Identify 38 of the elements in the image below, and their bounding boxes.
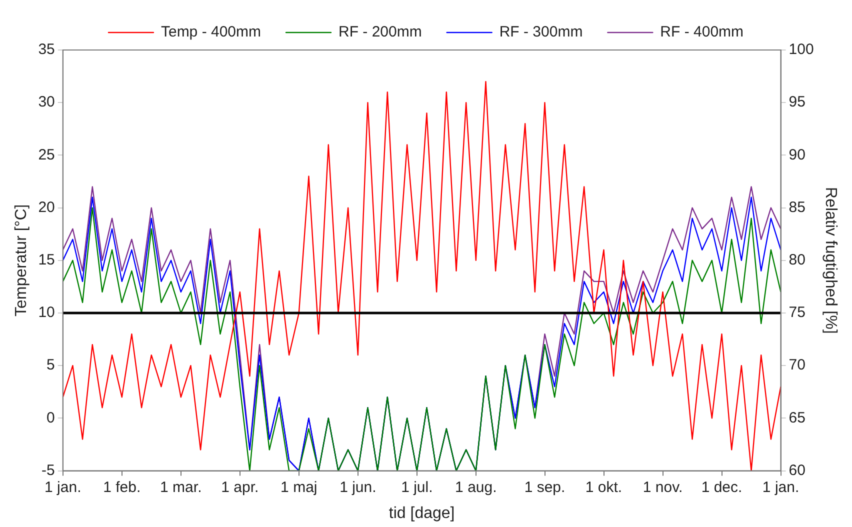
- y2-tick-label: 70: [788, 356, 806, 374]
- legend-label: RF - 300mm: [499, 24, 583, 41]
- x-tick-label: 1 sep.: [524, 478, 566, 496]
- y2-tick-label: 80: [788, 252, 806, 269]
- x-tick-label: 1 nov.: [642, 478, 683, 496]
- y2-tick-label: 95: [788, 94, 806, 111]
- x-tick-label: 1 jun.: [340, 478, 376, 496]
- x-tick-label: 1 apr.: [221, 478, 259, 496]
- x-tick-label: 1 jan.: [44, 478, 82, 496]
- x-tick-label: 1 jul.: [401, 478, 433, 496]
- x-tick-label: 1 dec.: [701, 478, 742, 496]
- y-tick-label: 20: [38, 198, 55, 216]
- y2-tick-label: 75: [788, 304, 806, 322]
- y2-axis-title: Relativ fugtighed [%]: [822, 187, 839, 334]
- y2-tick-label: 85: [788, 198, 806, 216]
- y-tick-label: 0: [46, 409, 55, 426]
- y2-tick-label: 65: [788, 409, 806, 426]
- y2-tick-label: 90: [788, 146, 806, 164]
- x-axis-title: tid [dage]: [388, 504, 455, 522]
- y-tick-label: 5: [46, 356, 55, 374]
- x-tick-label: 1 aug.: [455, 478, 497, 496]
- y-tick-label: 15: [38, 252, 55, 269]
- y2-tick-label: 60: [788, 462, 806, 479]
- y2-tick-label: 100: [788, 41, 814, 58]
- y-tick-label: 10: [38, 304, 55, 322]
- y-tick-label: 35: [38, 41, 55, 58]
- x-tick-label: 1 mar.: [160, 478, 202, 496]
- legend-label: Temp - 400mm: [160, 24, 262, 41]
- y-tick-label: -5: [42, 462, 55, 479]
- legend-label: RF - 400mm: [660, 24, 744, 41]
- legend-label: RF - 200mm: [338, 24, 422, 41]
- x-tick-label: 1 okt.: [585, 478, 622, 496]
- y-tick-label: 25: [38, 146, 55, 164]
- x-tick-label: 1 jan.: [762, 478, 800, 496]
- x-tick-label: 1 maj: [280, 478, 318, 496]
- y-tick-label: 30: [38, 94, 55, 111]
- y-axis-title: Temperatur [°C]: [13, 204, 30, 317]
- x-tick-label: 1 feb.: [103, 478, 141, 496]
